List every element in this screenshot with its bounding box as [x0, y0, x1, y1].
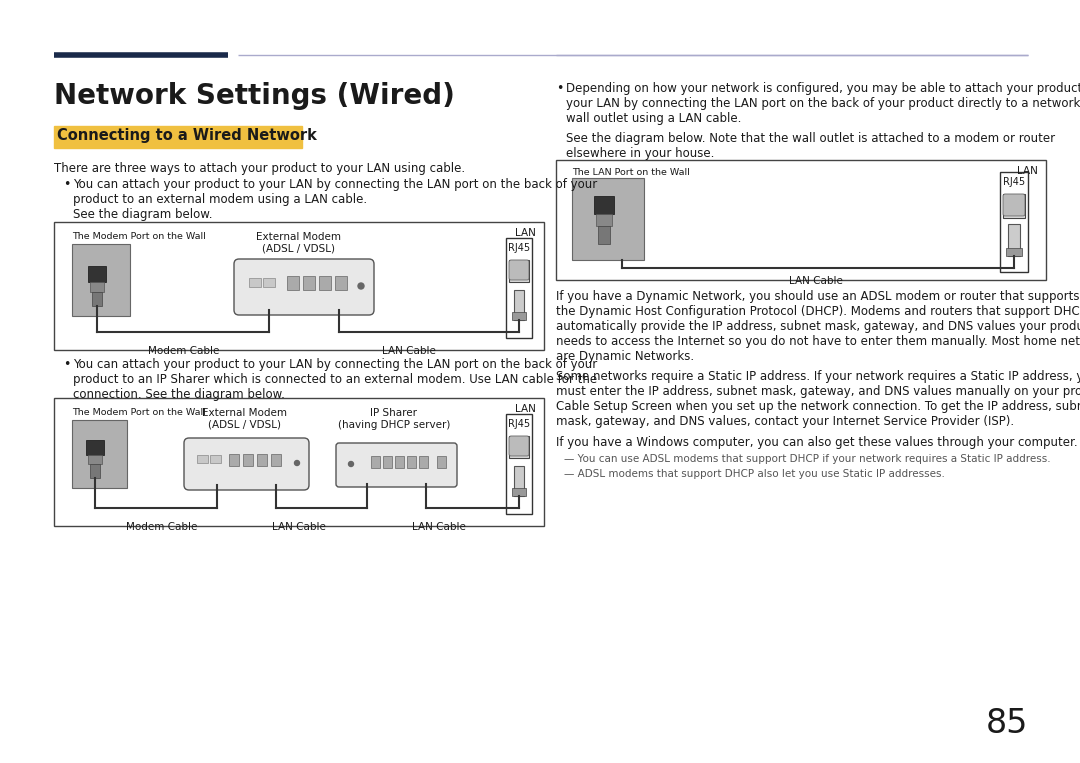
Bar	[54, 398, 544, 526]
Bar	[372, 456, 380, 468]
FancyBboxPatch shape	[509, 260, 529, 280]
Bar	[509, 436, 529, 458]
Bar	[572, 178, 644, 260]
Text: RJ45: RJ45	[1003, 177, 1025, 187]
Bar	[419, 456, 428, 468]
FancyBboxPatch shape	[1003, 194, 1025, 216]
Bar	[437, 456, 446, 468]
Text: •: •	[63, 358, 70, 371]
FancyBboxPatch shape	[336, 443, 457, 487]
Bar	[87, 266, 106, 282]
Text: LAN Cable: LAN Cable	[382, 346, 436, 356]
Text: IP Sharer
(having DHCP server): IP Sharer (having DHCP server)	[338, 408, 450, 430]
Bar	[514, 290, 524, 320]
Text: See the diagram below. Note that the wall outlet is attached to a modem or route: See the diagram below. Note that the wal…	[566, 132, 1055, 160]
Text: The Modem Port on the Wall: The Modem Port on the Wall	[72, 232, 206, 241]
Text: RJ45: RJ45	[508, 419, 530, 429]
Bar	[507, 414, 532, 514]
Bar	[556, 160, 1047, 280]
FancyBboxPatch shape	[184, 438, 309, 490]
Bar	[596, 214, 612, 226]
Bar	[197, 455, 208, 463]
Bar	[86, 440, 104, 455]
Circle shape	[349, 462, 353, 466]
Bar	[598, 226, 610, 244]
Text: Modem Cable: Modem Cable	[148, 346, 219, 356]
Bar	[287, 276, 299, 290]
Bar	[512, 488, 526, 496]
Bar	[507, 238, 532, 338]
Text: External Modem
(ADSL / VDSL): External Modem (ADSL / VDSL)	[257, 232, 341, 253]
Text: — You can use ADSL modems that support DHCP if your network requires a Static IP: — You can use ADSL modems that support D…	[564, 454, 1051, 464]
Text: LAN Cable: LAN Cable	[272, 522, 326, 532]
Text: LAN Cable: LAN Cable	[789, 276, 842, 286]
Bar	[319, 276, 330, 290]
Bar	[210, 455, 221, 463]
Bar	[72, 420, 127, 488]
Text: The Modem Port on the Wall: The Modem Port on the Wall	[72, 408, 206, 417]
Text: LAN: LAN	[1017, 166, 1038, 176]
Bar	[243, 454, 253, 466]
Text: Network Settings (Wired): Network Settings (Wired)	[54, 82, 455, 110]
Text: RJ45: RJ45	[508, 243, 530, 253]
Bar	[264, 278, 275, 287]
Circle shape	[357, 283, 364, 289]
Bar	[229, 454, 239, 466]
Bar	[90, 282, 104, 292]
FancyBboxPatch shape	[234, 259, 374, 315]
Text: — ADSL modems that support DHCP also let you use Static IP addresses.: — ADSL modems that support DHCP also let…	[564, 469, 945, 479]
Text: External Modem
(ADSL / VDSL): External Modem (ADSL / VDSL)	[202, 408, 286, 430]
Text: You can attach your product to your LAN by connecting the LAN port on the back o: You can attach your product to your LAN …	[73, 178, 597, 221]
Bar	[514, 466, 524, 496]
Text: Depending on how your network is configured, you may be able to attach your prod: Depending on how your network is configu…	[566, 82, 1080, 125]
Bar	[249, 278, 261, 287]
Text: LAN: LAN	[515, 404, 536, 414]
Bar	[54, 222, 544, 350]
Text: LAN: LAN	[515, 228, 536, 238]
Bar	[90, 464, 100, 478]
Bar	[1005, 248, 1022, 256]
Bar	[72, 244, 130, 316]
Bar	[87, 455, 102, 464]
Text: •: •	[556, 82, 564, 95]
Text: Some networks require a Static IP address. If your network requires a Static IP : Some networks require a Static IP addres…	[556, 370, 1080, 428]
Text: Connecting to a Wired Network: Connecting to a Wired Network	[57, 128, 316, 143]
Text: Modem Cable: Modem Cable	[126, 522, 198, 532]
Text: 85: 85	[986, 707, 1028, 740]
Text: You can attach your product to your LAN by connecting the LAN port on the back o: You can attach your product to your LAN …	[73, 358, 597, 401]
Bar	[1000, 172, 1028, 272]
Bar	[271, 454, 281, 466]
FancyBboxPatch shape	[509, 436, 529, 456]
Text: •: •	[63, 178, 70, 191]
Bar	[1008, 224, 1020, 256]
Bar	[303, 276, 315, 290]
Bar	[594, 196, 615, 214]
Bar	[257, 454, 267, 466]
Text: LAN Cable: LAN Cable	[413, 522, 465, 532]
Bar	[395, 456, 404, 468]
Bar	[1003, 194, 1025, 218]
Text: The LAN Port on the Wall: The LAN Port on the Wall	[572, 168, 690, 177]
Text: If you have a Dynamic Network, you should use an ADSL modem or router that suppo: If you have a Dynamic Network, you shoul…	[556, 290, 1080, 363]
Text: There are three ways to attach your product to your LAN using cable.: There are three ways to attach your prod…	[54, 162, 465, 175]
Bar	[407, 456, 416, 468]
Bar	[92, 292, 102, 306]
Bar	[512, 312, 526, 320]
Bar	[54, 126, 302, 148]
Bar	[509, 260, 529, 282]
Circle shape	[295, 461, 299, 465]
Bar	[335, 276, 347, 290]
Text: If you have a Windows computer, you can also get these values through your compu: If you have a Windows computer, you can …	[556, 436, 1078, 449]
Bar	[383, 456, 392, 468]
